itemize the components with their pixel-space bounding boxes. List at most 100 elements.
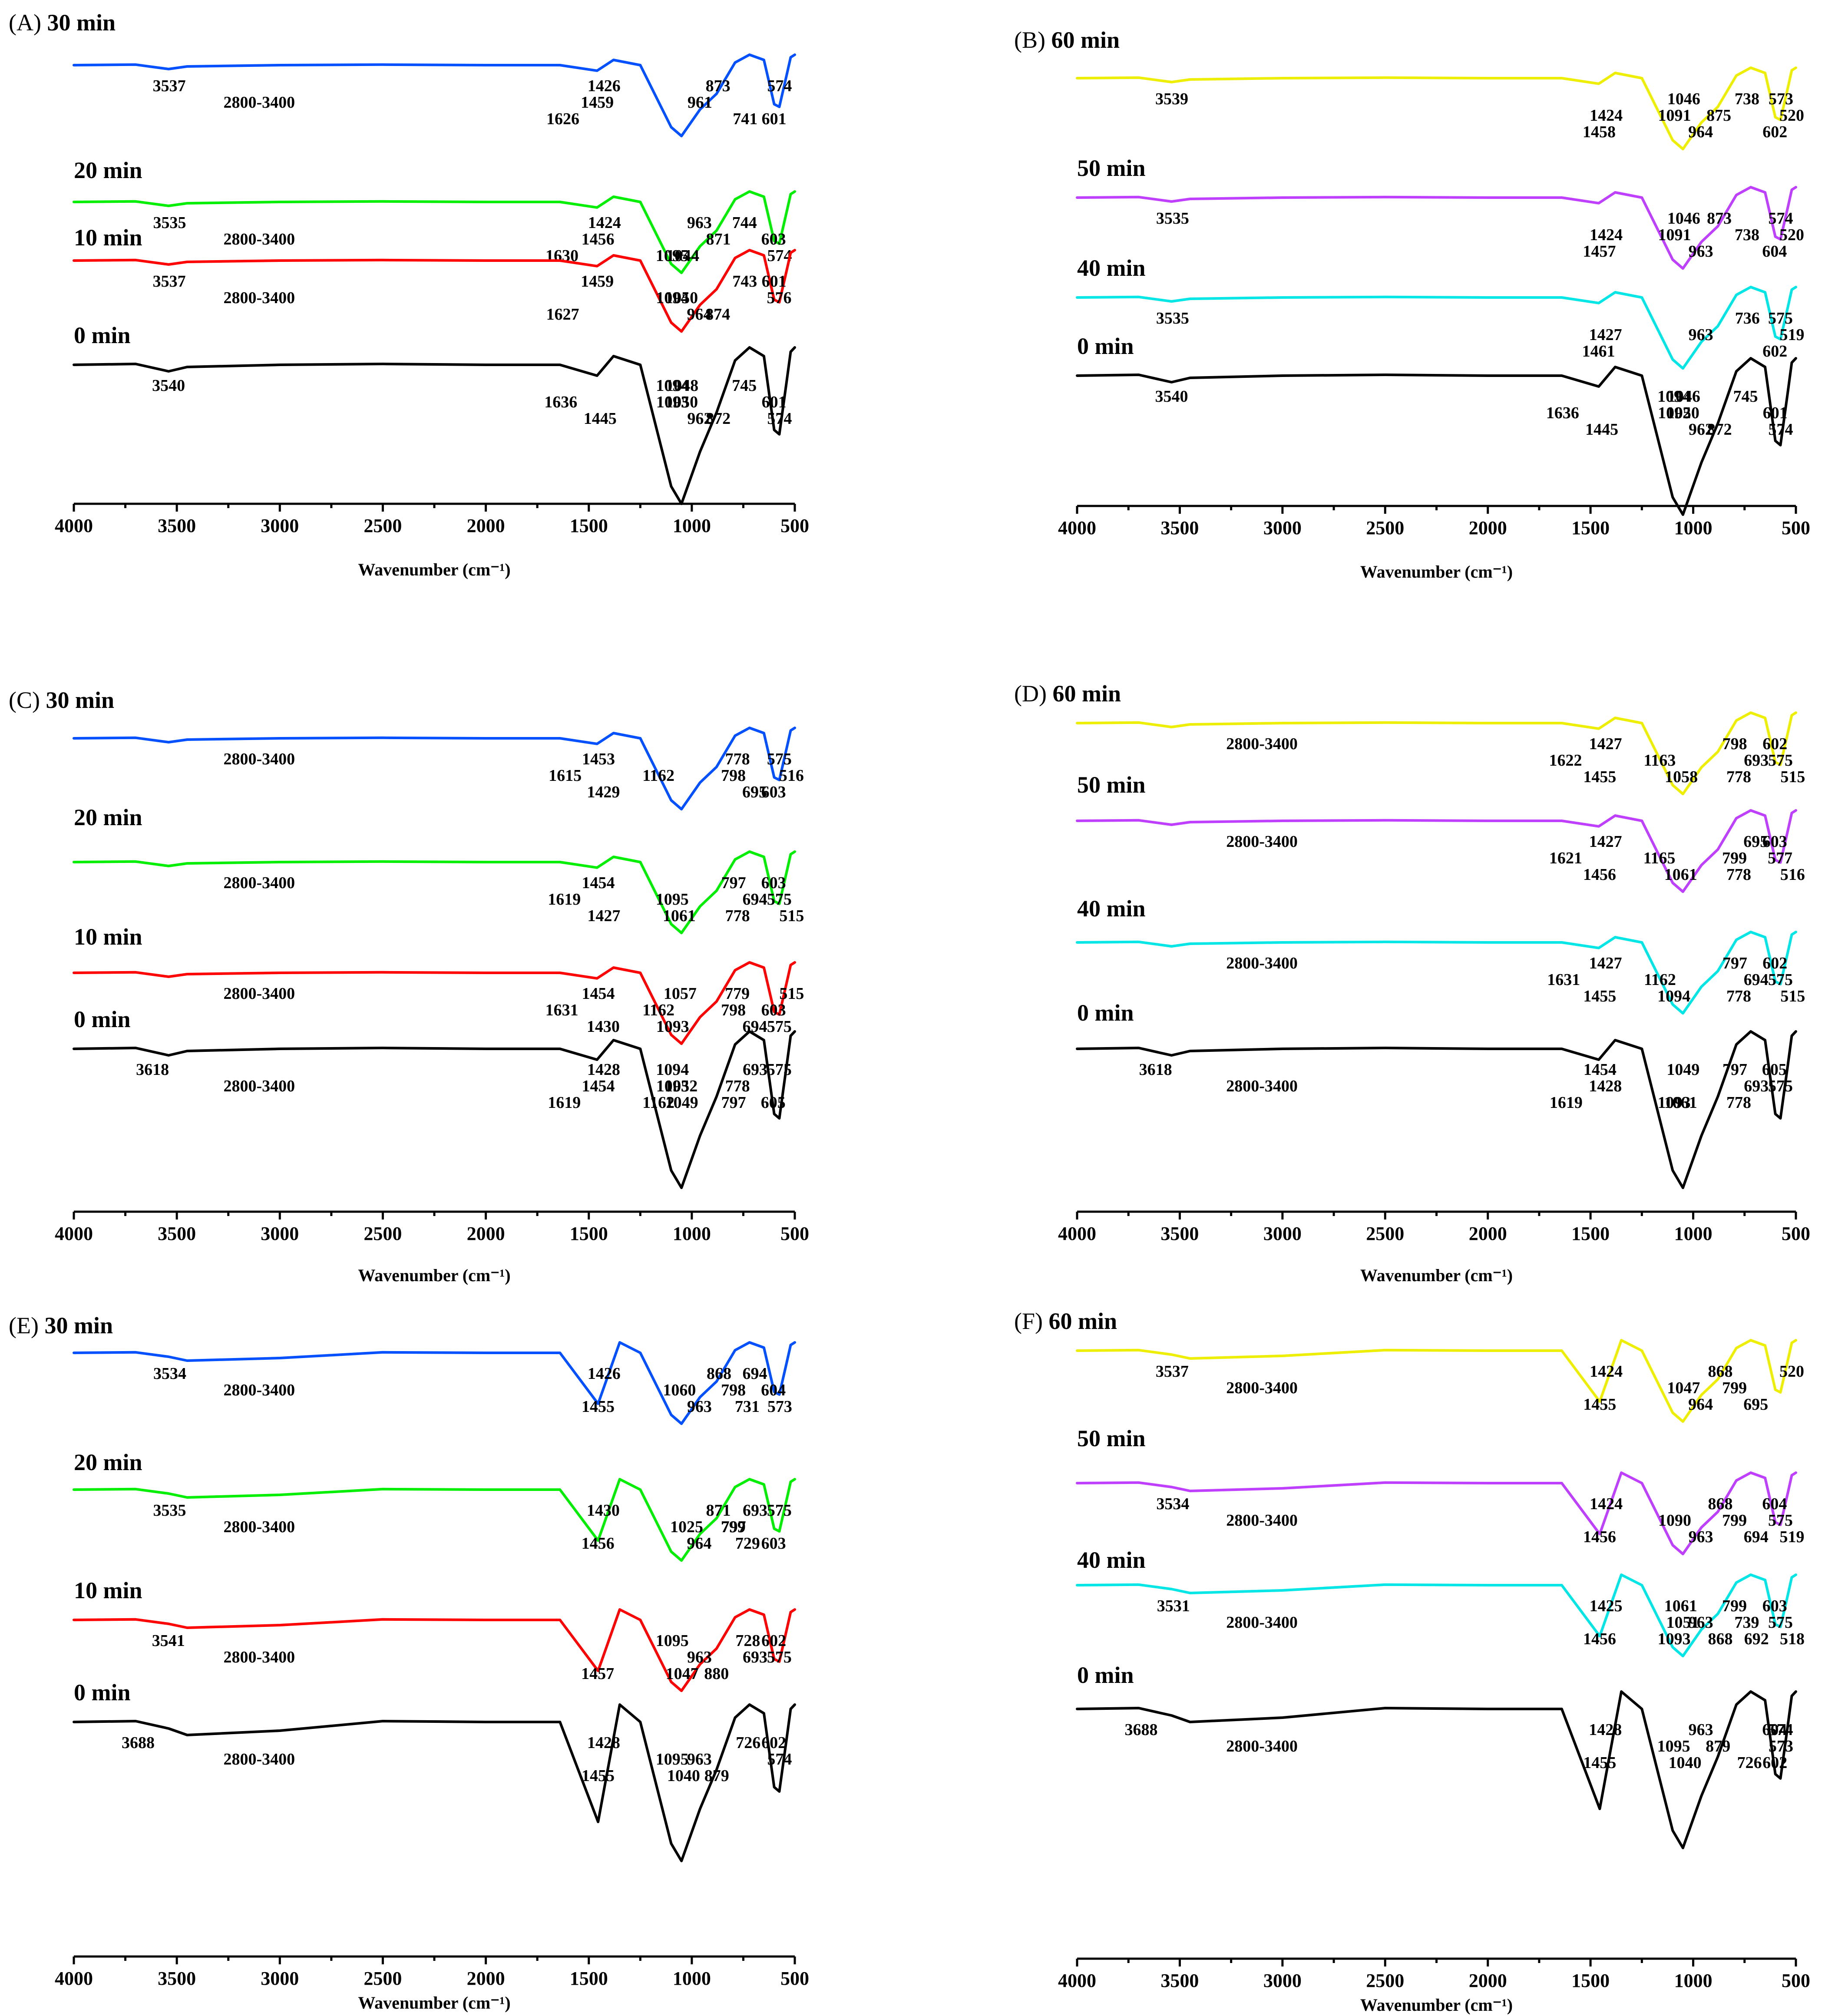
peak-label: 1424 xyxy=(1590,106,1623,125)
peak-label: 1424 xyxy=(1590,1495,1623,1513)
peak-label: 741 xyxy=(733,110,757,128)
peak-label: 1044 xyxy=(666,247,699,265)
peak-label: 1058 xyxy=(1665,768,1698,786)
panel-title: (F) 60 min xyxy=(1014,1308,1117,1334)
peak-label: 799 xyxy=(721,1518,746,1536)
peak-label: 519 xyxy=(1780,1528,1805,1546)
peak-label: 1094 xyxy=(656,377,689,395)
peak-label: 602 xyxy=(1762,735,1787,753)
x-tick-label: 2500 xyxy=(364,1968,402,1989)
panel-title: (C) 30 min xyxy=(9,687,114,713)
peak-label: 603 xyxy=(761,230,786,248)
peak-label: 3688 xyxy=(1125,1721,1158,1739)
series-label: 10 min xyxy=(74,225,142,251)
peak-label: 3535 xyxy=(1156,209,1189,228)
peak-label: 738 xyxy=(1735,90,1759,108)
peak-label: 3535 xyxy=(153,1501,186,1520)
series-line-0-min xyxy=(1076,1690,1797,1849)
x-tick-label: 500 xyxy=(780,1968,809,1989)
panel-b: 4000 3500 3000 2500 2000 1500 1000 500 Wavenumbe… xyxy=(1014,27,1810,582)
peak-label: 728 xyxy=(735,1632,760,1650)
peak-label: 1619 xyxy=(548,890,581,909)
x-axis-title: Wavenumber (cm⁻¹) xyxy=(1360,1266,1513,1285)
peak-label: 605 xyxy=(1762,1061,1787,1079)
peak-label: 1093 xyxy=(656,1018,689,1036)
peak-label: 743 xyxy=(732,272,757,291)
x-tick-label: 500 xyxy=(1782,1223,1810,1244)
peak-label: 1061 xyxy=(663,907,696,925)
x-tick-label: 2500 xyxy=(1366,1970,1404,1991)
peak-label: 871 xyxy=(706,230,731,248)
peak-label: 1626 xyxy=(546,110,579,128)
peak-label: 693 xyxy=(1744,1077,1769,1095)
series-line-40-min xyxy=(1076,1573,1797,1658)
peak-label: 963 xyxy=(1689,326,1713,344)
peak-label: 1048 xyxy=(665,377,698,395)
peak-label: 575 xyxy=(1768,1077,1793,1095)
peak-label: 693 xyxy=(743,1501,767,1520)
x-tick-label: 1000 xyxy=(673,515,711,536)
series-label: 20 min xyxy=(74,157,142,183)
peak-label: 1454 xyxy=(582,985,615,1003)
peak-label: 798 xyxy=(721,1381,746,1399)
peak-label: 1430 xyxy=(587,1501,620,1520)
peak-label: 1619 xyxy=(1550,1094,1583,1112)
x-axis-title: Wavenumber (cm⁻¹) xyxy=(1360,1995,1513,2015)
peak-label: 1426 xyxy=(588,1365,621,1383)
peak-label: 1427 xyxy=(1589,735,1622,753)
peak-label: 1636 xyxy=(544,393,577,411)
peak-label: 694 xyxy=(742,890,767,909)
series-label: 20 min xyxy=(74,1449,142,1475)
x-tick-label: 2000 xyxy=(1469,517,1507,539)
panel-e: 4000 3500 3000 2500 2000 1500 1000 500 Wavenumbe… xyxy=(9,1312,809,2013)
peak-label: 1040 xyxy=(667,1767,700,1785)
peak-label: 2800-3400 xyxy=(1226,833,1298,851)
peak-label: 3537 xyxy=(153,77,186,95)
peak-label: 868 xyxy=(1708,1495,1732,1513)
x-tick-label: 4000 xyxy=(55,1223,93,1244)
x-tick-label: 3000 xyxy=(261,1223,299,1244)
peak-label: 1052 xyxy=(664,1077,698,1095)
peak-label: 1091 xyxy=(1658,106,1691,125)
peak-label: 575 xyxy=(767,890,792,909)
peak-label: 694 xyxy=(742,1365,767,1383)
peak-label: 2800-3400 xyxy=(1226,1511,1298,1530)
x-tick-label: 3000 xyxy=(261,1968,299,1989)
x-axis-title: Wavenumber (cm⁻¹) xyxy=(358,560,510,579)
peak-label: 575 xyxy=(1768,1613,1793,1632)
x-tick-label: 3500 xyxy=(158,515,196,536)
series-label: 0 min xyxy=(1077,1662,1134,1688)
peak-label: 575 xyxy=(767,1061,792,1079)
peak-label: 1050 xyxy=(665,393,698,411)
series-line-0-min xyxy=(73,1030,796,1189)
peak-label: 1047 xyxy=(1667,1379,1700,1397)
series-label: 0 min xyxy=(1077,333,1134,359)
peak-label: 605 xyxy=(761,1094,786,1112)
peak-label: 963 xyxy=(1689,1613,1713,1632)
x-tick-label: 1500 xyxy=(570,1223,608,1244)
peak-label: 778 xyxy=(725,750,750,768)
peak-label: 1622 xyxy=(1549,751,1582,770)
peak-label: 2800-3400 xyxy=(224,93,295,112)
peak-label: 963 xyxy=(687,214,712,232)
peak-label: 739 xyxy=(1734,1613,1759,1632)
x-tick-label: 3500 xyxy=(1160,1970,1199,1991)
series-line-60-min xyxy=(1076,1339,1797,1423)
peak-label: 603 xyxy=(761,1534,786,1553)
peak-label: 602 xyxy=(761,1734,786,1752)
series-line-10-min xyxy=(73,961,796,1045)
series-label: 50 min xyxy=(1077,772,1146,798)
peak-label: 575 xyxy=(767,750,792,768)
peak-label: 3534 xyxy=(1156,1495,1189,1513)
peak-label: 962 xyxy=(687,410,712,428)
peak-label: 1095 xyxy=(656,247,689,265)
peak-label: 963 xyxy=(687,1648,712,1666)
peak-label: 3618 xyxy=(136,1061,169,1079)
peak-label: 731 xyxy=(735,1398,760,1416)
peak-label: 797 xyxy=(721,1094,746,1112)
peak-label: 604 xyxy=(1762,1721,1787,1739)
peak-label: 1456 xyxy=(1583,1528,1616,1546)
peak-label: 3534 xyxy=(153,1365,186,1383)
peak-label: 1425 xyxy=(1590,1597,1623,1615)
peak-label: 1457 xyxy=(581,1665,614,1683)
